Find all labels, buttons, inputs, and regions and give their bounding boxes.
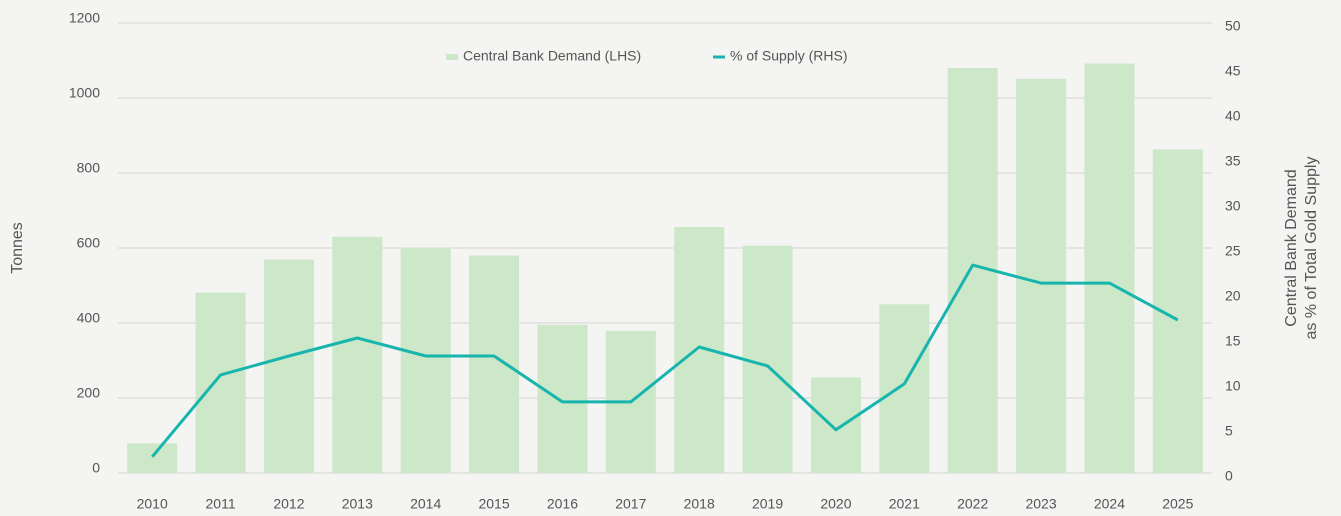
- y2-axis-label: Central Bank Demand: [1283, 169, 1300, 326]
- x-tick-label: 2010: [137, 496, 168, 512]
- x-tick-label: 2011: [206, 496, 236, 512]
- bar: [332, 236, 383, 473]
- y-tick-label: 1000: [69, 85, 100, 101]
- x-tick-label: 2019: [752, 496, 783, 512]
- y-tick-label: 0: [92, 460, 100, 476]
- bar: [469, 255, 520, 473]
- x-tick-label: 2014: [410, 496, 441, 512]
- y2-tick-label: 40: [1225, 108, 1241, 124]
- x-tick-label: 2018: [684, 496, 715, 512]
- x-tick-label: 2016: [547, 496, 578, 512]
- bar: [127, 443, 178, 473]
- y2-tick-label: 20: [1225, 288, 1241, 304]
- y-axis-label: Tonnes: [9, 222, 26, 274]
- legend-swatch: [446, 54, 458, 60]
- legend-label: Central Bank Demand (LHS): [463, 48, 641, 64]
- y2-axis-label: as % of Total Gold Supply: [1303, 157, 1320, 340]
- x-tick-label: 2024: [1094, 496, 1125, 512]
- bar: [810, 377, 861, 473]
- y-tick-label: 200: [77, 385, 101, 401]
- x-tick-label: 2025: [1162, 496, 1193, 512]
- y2-tick-label: 35: [1225, 153, 1241, 169]
- x-tick-label: 2023: [1025, 496, 1056, 512]
- line: [151, 263, 1179, 458]
- bar: [400, 247, 451, 473]
- y2-tick-label: 15: [1225, 333, 1241, 349]
- y-tick-label: 800: [77, 160, 101, 176]
- y2-tick-label: 50: [1225, 18, 1241, 34]
- x-tick-label: 2021: [889, 496, 920, 512]
- x-tick-label: 2017: [615, 496, 646, 512]
- bar: [263, 259, 314, 473]
- x-tick-label: 2015: [478, 496, 509, 512]
- y2-tick-label: 30: [1225, 198, 1241, 214]
- y-tick-label: 600: [77, 235, 101, 251]
- y2-tick-label: 5: [1225, 423, 1233, 439]
- legend-label: % of Supply (RHS): [730, 48, 847, 64]
- bar: [674, 227, 725, 473]
- bar: [537, 324, 588, 473]
- bar: [195, 292, 246, 473]
- bar: [1016, 78, 1067, 473]
- bar: [1084, 63, 1135, 473]
- x-tick-label: 2020: [820, 496, 851, 512]
- y2-tick-label: 0: [1225, 468, 1233, 484]
- y2-tick-label: 25: [1225, 243, 1241, 259]
- y-tick-label: 400: [77, 310, 101, 326]
- x-tick-label: 2013: [342, 496, 373, 512]
- x-tick-label: 2022: [957, 496, 988, 512]
- y2-tick-label: 10: [1225, 378, 1241, 394]
- x-tick-label: 2012: [273, 496, 304, 512]
- y2-tick-label: 45: [1225, 63, 1241, 79]
- y-tick-label: 1200: [69, 10, 100, 26]
- bar: [742, 245, 793, 473]
- bar: [879, 304, 930, 473]
